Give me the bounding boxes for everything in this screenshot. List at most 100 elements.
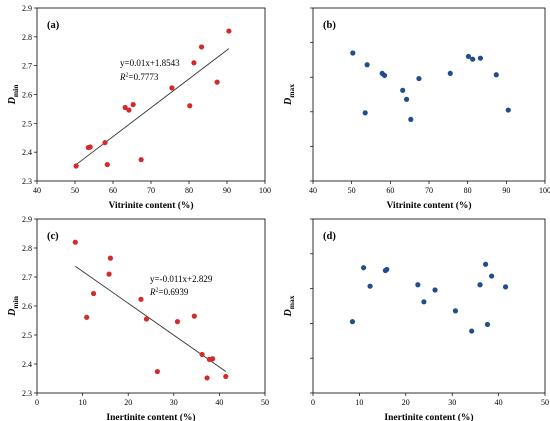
y-axis-label: Dmax (283, 84, 296, 106)
x-tick-label: 90 (502, 186, 510, 195)
data-point (138, 296, 144, 302)
data-point (87, 144, 93, 150)
data-point (452, 308, 459, 314)
data-point (502, 284, 509, 290)
data-point (384, 266, 390, 273)
x-axis-label: Vitrinite content (%) (108, 200, 193, 211)
data-point (191, 313, 197, 319)
panel-c: 0 10 20 30 40 50 2.3 2.4 2.5 2.6 2.7 2.8 2.9 Inertini… (7, 215, 269, 421)
data-point (489, 273, 495, 279)
data-point (362, 110, 368, 116)
data-point (90, 290, 97, 297)
data-point (350, 50, 356, 56)
plot-frame (312, 7, 546, 182)
plot-frame (36, 218, 266, 394)
panel-a: 40 50 60 70 80 90 100 2.3 2.4 2.5 2.6 2.7 2.8 2.9 Vitr… (7, 4, 271, 211)
panel-d: 0 10 20 30 40 50 Inertinite content (%) Dmax (d) (283, 218, 549, 421)
plot-frame (36, 7, 266, 182)
data-point (408, 116, 414, 123)
x-tick-label: 100 (539, 186, 550, 195)
y-tick-label: 2.8 (22, 244, 32, 253)
data-point (364, 62, 370, 68)
x-tick-label: 20 (402, 398, 410, 407)
y-axis-label: Dmax (283, 295, 296, 317)
data-point (72, 239, 78, 245)
panel-label: (d) (323, 231, 336, 242)
data-point (505, 107, 511, 113)
data-point (102, 140, 108, 146)
panel-b: 40 50 60 70 80 90 100 Vitrinite content (%) Dmax… (283, 7, 550, 211)
data-point (199, 351, 205, 358)
data-point (484, 321, 491, 328)
data-point (143, 316, 150, 322)
x-tick-label: 60 (109, 186, 117, 195)
data-point (469, 328, 475, 334)
data-point (126, 107, 132, 113)
r-squared: R2=0.7773 (119, 72, 159, 82)
x-tick-label: 90 (223, 186, 231, 195)
data-point (403, 96, 410, 102)
y-tick-label: 2.8 (22, 33, 32, 42)
x-tick-label: 60 (386, 186, 394, 195)
x-tick-label: 0 (311, 398, 315, 407)
data-point (465, 53, 472, 60)
x-tick-label: 40 (309, 186, 317, 195)
y-tick-label: 2.4 (22, 360, 32, 369)
x-tick-label: 80 (464, 186, 472, 195)
data-point (447, 70, 453, 76)
x-tick-label: 40 (215, 398, 223, 407)
trend-line (75, 48, 230, 165)
data-point (432, 287, 438, 293)
x-tick-label: 30 (448, 398, 456, 407)
y-axis-label: Dmin (7, 84, 20, 106)
data-point (360, 265, 367, 271)
y-tick-label: 2.6 (22, 302, 32, 311)
data-point (470, 56, 476, 62)
y-tick-label: 2.7 (22, 62, 32, 71)
panel-label: (b) (323, 20, 336, 31)
plot-frame (312, 218, 546, 394)
x-tick-label: 100 (259, 186, 271, 195)
data-point (107, 255, 114, 261)
x-tick-label: 80 (185, 186, 193, 195)
data-point (204, 375, 210, 381)
x-tick-label: 20 (124, 398, 132, 407)
y-tick-label: 2.5 (22, 119, 32, 128)
data-point (415, 282, 421, 288)
data-point (367, 283, 373, 289)
data-point (138, 157, 144, 163)
data-point (187, 103, 193, 109)
regression-equation: y=-0.011x+2.829 (150, 274, 213, 284)
data-point (483, 261, 489, 267)
data-point (198, 44, 205, 50)
x-tick-label: 10 (79, 398, 87, 407)
r-squared: R2=0.6939 (149, 287, 189, 297)
x-axis-label: Inertinite content (%) (384, 412, 473, 421)
regression-equation: y=0.01x+1.8543 (120, 58, 180, 68)
x-tick-label: 30 (170, 398, 178, 407)
data-point (209, 356, 216, 362)
data-point (381, 72, 388, 79)
data-point (214, 79, 220, 85)
y-tick-label: 2.3 (22, 177, 32, 186)
y-tick-label: 2.3 (22, 389, 32, 398)
y-tick-label: 2.7 (22, 273, 32, 282)
data-point (122, 104, 128, 111)
y-tick-label: 2.9 (22, 4, 32, 13)
data-point (400, 87, 406, 93)
data-point (349, 319, 356, 325)
x-axis-label: Inertinite content (%) (106, 412, 195, 421)
x-tick-label: 0 (35, 398, 39, 407)
x-tick-label: 10 (355, 398, 363, 407)
data-point (130, 101, 136, 108)
data-point (84, 314, 90, 320)
x-tick-label: 70 (425, 186, 433, 195)
data-point (191, 60, 197, 66)
x-tick-label: 70 (147, 186, 155, 195)
data-point (174, 319, 181, 325)
x-tick-label: 40 (33, 186, 41, 195)
data-point (477, 282, 483, 288)
y-tick-label: 2.9 (22, 215, 32, 224)
panel-label: (c) (47, 231, 59, 242)
